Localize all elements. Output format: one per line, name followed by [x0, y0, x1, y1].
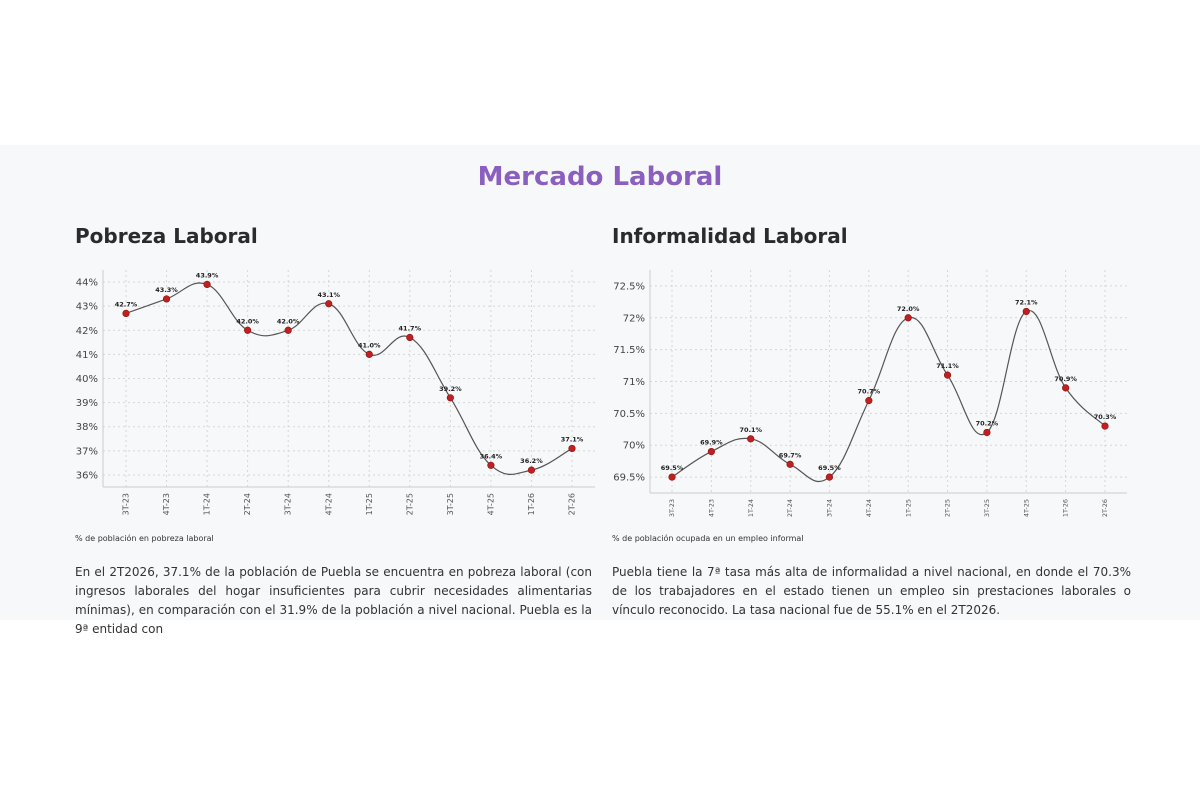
x-tick-label: 3T-25: [446, 493, 455, 515]
data-point: [825, 473, 834, 481]
x-tick-label: 4T-24: [865, 499, 873, 517]
data-point: [406, 333, 414, 342]
pobreza-laboral-chart: 36% 37% 38% 39% 40% 41% 42% 43% 44% 3T-23 4T-23 1T-…: [76, 270, 595, 515]
data-point: [707, 447, 715, 456]
series-line: [671, 310, 1106, 483]
data-label: 69.5%: [661, 464, 684, 472]
x-tick-label: 1T-24: [203, 493, 212, 515]
data-point: [904, 314, 912, 322]
y-tick-label: 36%: [76, 470, 98, 481]
data-label: 72.1%: [1015, 298, 1038, 306]
y-tick-label: 71.5%: [613, 345, 645, 356]
x-tick-label: 1T-26: [1062, 499, 1070, 517]
mercado-laboral-section: [0, 145, 1200, 620]
x-tick-label: 3T-25: [983, 499, 991, 517]
data-point: [1062, 384, 1070, 392]
data-label: 70.7%: [858, 388, 881, 396]
x-tick-label: 4T-25: [1022, 499, 1030, 517]
data-point: [786, 460, 794, 468]
chart-caption-informalidad: % de población ocupada en un empleo info…: [612, 534, 804, 543]
data-point: [487, 461, 495, 469]
y-tick-label: 72.5%: [613, 281, 645, 292]
data-label: 71.1%: [936, 362, 959, 370]
x-tick-label: 2T-25: [405, 493, 414, 515]
data-point: [568, 444, 576, 453]
y-tick-label: 44%: [76, 278, 98, 289]
y-tick-label: 38%: [76, 422, 98, 433]
x-tick-label: 3T-24: [826, 499, 834, 517]
y-tick-label: 41%: [76, 350, 98, 361]
x-tick-label: 4T-25: [486, 493, 495, 515]
data-label: 43.3%: [155, 286, 178, 294]
chart-caption-pobreza: % de población en pobreza laboral: [75, 534, 214, 543]
y-tick-label: 72%: [623, 313, 645, 324]
data-label: 69.7%: [779, 451, 802, 459]
y-tick-label: 69.5%: [613, 473, 645, 484]
data-point: [122, 309, 130, 318]
x-tick-label: 1T-25: [365, 493, 374, 515]
x-tick-label: 3T-24: [284, 493, 293, 515]
section-title: Mercado Laboral: [477, 162, 723, 192]
data-label: 43.9%: [196, 271, 219, 279]
data-label: 41.7%: [399, 325, 422, 333]
data-point: [747, 435, 755, 443]
data-label: 41.0%: [358, 341, 381, 349]
chart-title-pobreza: Pobreza Laboral: [75, 224, 258, 248]
y-tick-label: 70%: [623, 441, 645, 452]
x-tick-label: 1T-24: [747, 499, 755, 517]
x-tick-label: 3T-23: [122, 493, 131, 515]
x-tick-label: 4T-24: [324, 493, 333, 515]
data-label: 42.0%: [277, 317, 300, 325]
x-tick-label: 4T-23: [707, 499, 715, 517]
x-tick-label: 3T-23: [668, 499, 676, 517]
data-point: [162, 295, 171, 303]
data-point: [284, 326, 292, 334]
data-point: [943, 371, 952, 379]
y-tick-label: 70.5%: [613, 409, 645, 420]
data-label: 70.9%: [1054, 375, 1077, 383]
data-label: 42.0%: [236, 317, 259, 325]
x-tick-label: 2T-26: [1101, 499, 1109, 517]
data-label: 69.9%: [700, 439, 723, 447]
data-point: [1101, 422, 1109, 430]
data-point: [446, 394, 454, 402]
data-point: [527, 466, 536, 474]
data-label: 70.1%: [739, 426, 762, 434]
data-label: 69.5%: [818, 464, 841, 472]
x-tick-label: 2T-25: [944, 499, 952, 517]
data-point: [325, 300, 333, 308]
y-tick-label: 71%: [623, 377, 645, 388]
data-label: 72.0%: [897, 305, 920, 313]
y-tick-label: 40%: [76, 374, 98, 385]
informalidad-laboral-chart: 69.5% 70% 70.5% 71% 71.5% 72% 72.5% 3T-23 4T-23 1…: [613, 270, 1127, 517]
data-point: [365, 350, 373, 358]
data-label: 39.2%: [439, 385, 462, 393]
data-label: 70.3%: [1094, 413, 1117, 421]
y-tick-label: 42%: [76, 326, 98, 337]
data-point: [244, 326, 252, 334]
x-tick-label: 1T-25: [904, 499, 912, 517]
x-tick-label: 2T-24: [243, 493, 252, 515]
data-label: 36.4%: [480, 452, 503, 460]
data-label: 70.2%: [976, 419, 999, 427]
data-label: 37.1%: [561, 435, 584, 443]
description-informalidad: Puebla tiene la 7ª tasa más alta de info…: [612, 565, 1131, 617]
data-label: 36.2%: [520, 457, 543, 465]
y-tick-label: 37%: [76, 446, 98, 457]
x-tick-label: 4T-23: [162, 493, 171, 515]
data-label: 42.7%: [115, 300, 138, 308]
x-tick-label: 2T-24: [786, 499, 794, 517]
data-point: [865, 397, 873, 405]
description-pobreza: En el 2T2026, 37.1% de la población de P…: [75, 565, 592, 636]
data-point: [668, 473, 676, 481]
data-point: [203, 280, 211, 289]
data-point: [983, 428, 991, 437]
chart-title-informalidad: Informalidad Laboral: [612, 224, 848, 248]
data-label: 43.1%: [317, 291, 340, 299]
y-tick-label: 39%: [76, 398, 98, 409]
y-tick-label: 43%: [76, 302, 98, 313]
x-tick-label: 2T-26: [568, 493, 577, 515]
x-tick-label: 1T-26: [527, 493, 536, 515]
data-point: [1022, 307, 1030, 316]
